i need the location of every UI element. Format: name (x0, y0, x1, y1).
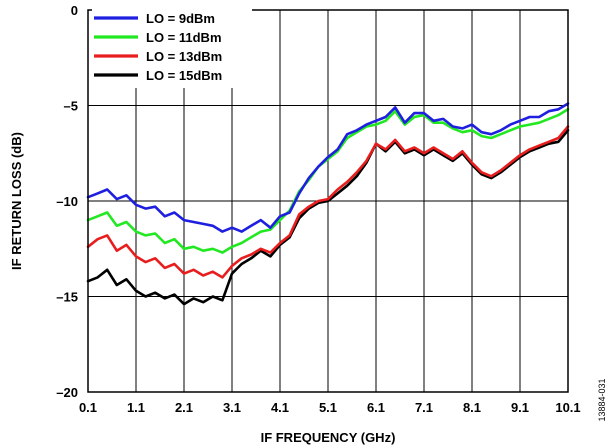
legend-label: LO = 9dBm (146, 11, 215, 26)
x-tick-label: 8.1 (463, 400, 481, 415)
x-tick-labels: 0.1 1.1 2.1 3.1 4.1 5.1 6.1 7.1 8.1 9.1 10.1 (79, 400, 581, 415)
legend-label: LO = 13dBm (146, 49, 222, 64)
x-tick-label: 9.1 (511, 400, 529, 415)
x-tick-label: 3.1 (223, 400, 241, 415)
x-tick-label: 10.1 (555, 400, 580, 415)
legend-label: LO = 15dBm (146, 68, 222, 83)
y-tick-label: –20 (56, 385, 78, 400)
series-line-1 (86, 102, 570, 233)
y-tick-label: –10 (56, 194, 78, 209)
x-tick-label: 6.1 (367, 400, 385, 415)
series-line-3 (86, 125, 570, 279)
plot-frame (87, 9, 569, 393)
legend-label: LO = 11dBm (146, 30, 222, 45)
series-line-2 (86, 108, 570, 254)
y-tick-label: 0 (71, 3, 78, 18)
x-tick-label: 7.1 (415, 400, 433, 415)
legend: LO = 9dBm LO = 11dBm LO = 13dBm LO = 15dBm (92, 8, 252, 88)
series-layer (86, 102, 570, 306)
x-tick-label: 4.1 (271, 400, 289, 415)
x-tick-label: 2.1 (175, 400, 193, 415)
series-line-4 (86, 129, 570, 306)
y-axis-title: IF RETURN LOSS (dB) (9, 132, 24, 270)
figure-id: 13884-031 (597, 378, 607, 421)
x-tick-label: 0.1 (79, 400, 97, 415)
x-axis-title: IF FREQUENCY (GHz) (261, 430, 396, 445)
x-tick-label: 1.1 (127, 400, 145, 415)
y-tick-label: –5 (64, 99, 78, 114)
y-tick-labels: 0 –5 –10 –15 –20 (56, 3, 78, 400)
x-tick-label: 5.1 (319, 400, 337, 415)
y-tick-label: –15 (56, 290, 78, 305)
